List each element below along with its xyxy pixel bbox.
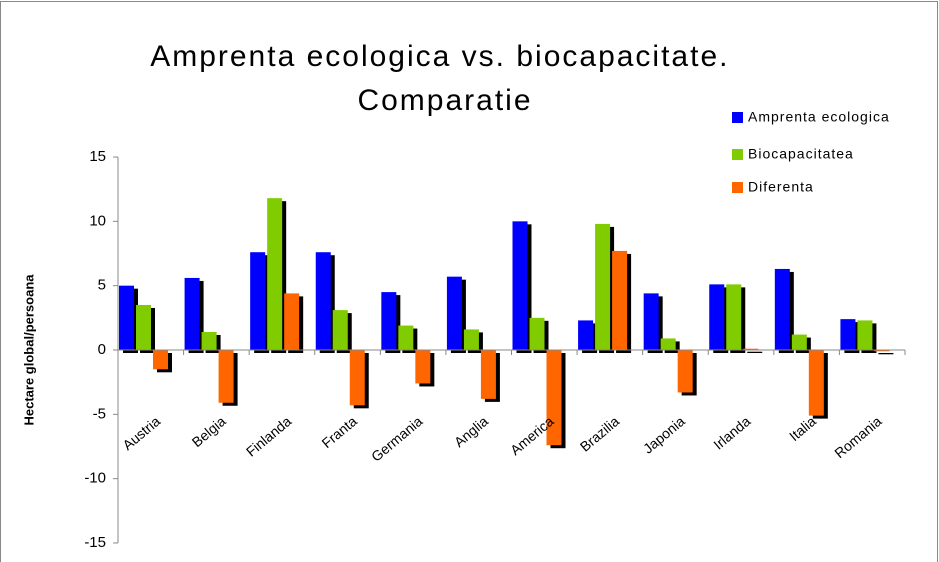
bar [153, 350, 168, 370]
bar [840, 319, 856, 350]
bar [184, 277, 200, 350]
y-tick-label: -10 [84, 470, 106, 487]
bar [119, 285, 134, 350]
legend-label: Diferenta [748, 179, 814, 195]
y-tick-label: 10 [89, 212, 106, 229]
bar [857, 320, 873, 350]
bar-shadow [747, 351, 763, 353]
bar [529, 317, 545, 350]
bar [612, 250, 628, 350]
legend-label: Amprenta ecologica [748, 109, 890, 125]
bar [446, 276, 462, 350]
bar [726, 284, 742, 350]
bar [349, 350, 365, 406]
bar [381, 292, 397, 350]
chart-title: Amprenta ecologica vs. biocapacitate. Co… [150, 40, 740, 117]
bar [512, 221, 528, 350]
bar [218, 350, 234, 403]
bar [595, 223, 611, 350]
legend-swatch [732, 182, 743, 193]
bar-shadow [878, 353, 894, 355]
bar [284, 293, 300, 350]
y-tick-label: 15 [89, 148, 106, 165]
bar [791, 334, 807, 350]
bar [874, 350, 890, 352]
y-tick-label: 0 [98, 341, 106, 358]
bar [808, 350, 824, 416]
bar [398, 325, 414, 350]
bar [136, 304, 151, 350]
bar [415, 350, 431, 384]
bar [660, 338, 676, 350]
y-tick-label: 5 [98, 277, 106, 294]
bar [743, 348, 759, 350]
y-tick-label: -5 [93, 405, 106, 422]
bar [546, 350, 562, 446]
legend-swatch [732, 149, 743, 160]
bar [709, 284, 725, 350]
y-axis-label: Hectare global/persoana [21, 274, 36, 426]
bar [774, 268, 790, 350]
bar [250, 252, 266, 350]
bar [578, 320, 594, 350]
y-tick-label: -15 [84, 534, 106, 551]
bar [643, 293, 659, 350]
bar [480, 350, 496, 399]
bar [201, 331, 217, 350]
legend-label: Biocapacitatea [748, 146, 854, 162]
bar [463, 329, 479, 350]
legend-swatch [732, 112, 743, 123]
bar [267, 198, 283, 350]
bar [677, 350, 693, 393]
bar [315, 252, 331, 350]
bar [332, 310, 348, 350]
